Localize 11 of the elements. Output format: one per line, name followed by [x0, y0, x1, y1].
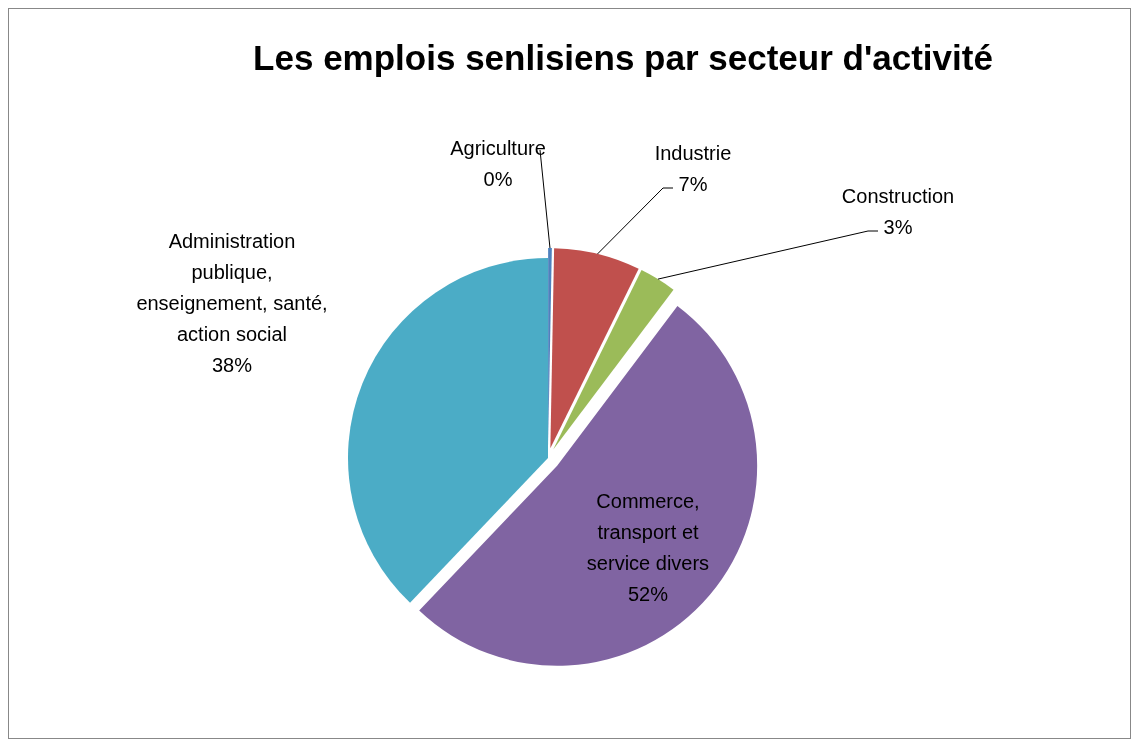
data-label: 38% — [211, 354, 253, 376]
slice-label: Construction — [841, 185, 955, 207]
chart-title: Les emplois senlisiens par secteur d'activité — [253, 38, 993, 77]
slice-label: Administration publique, enseignement, santé, action social — [136, 230, 328, 345]
data-label: 3% — [883, 216, 913, 238]
slice-label: Industrie — [654, 142, 732, 164]
slice-label: Agriculture — [450, 137, 546, 159]
data-label: 7% — [678, 173, 708, 195]
data-label: 0% — [483, 168, 513, 190]
data-label: 52% — [627, 583, 669, 605]
slice-label: Commerce, transport et service divers — [586, 490, 710, 574]
